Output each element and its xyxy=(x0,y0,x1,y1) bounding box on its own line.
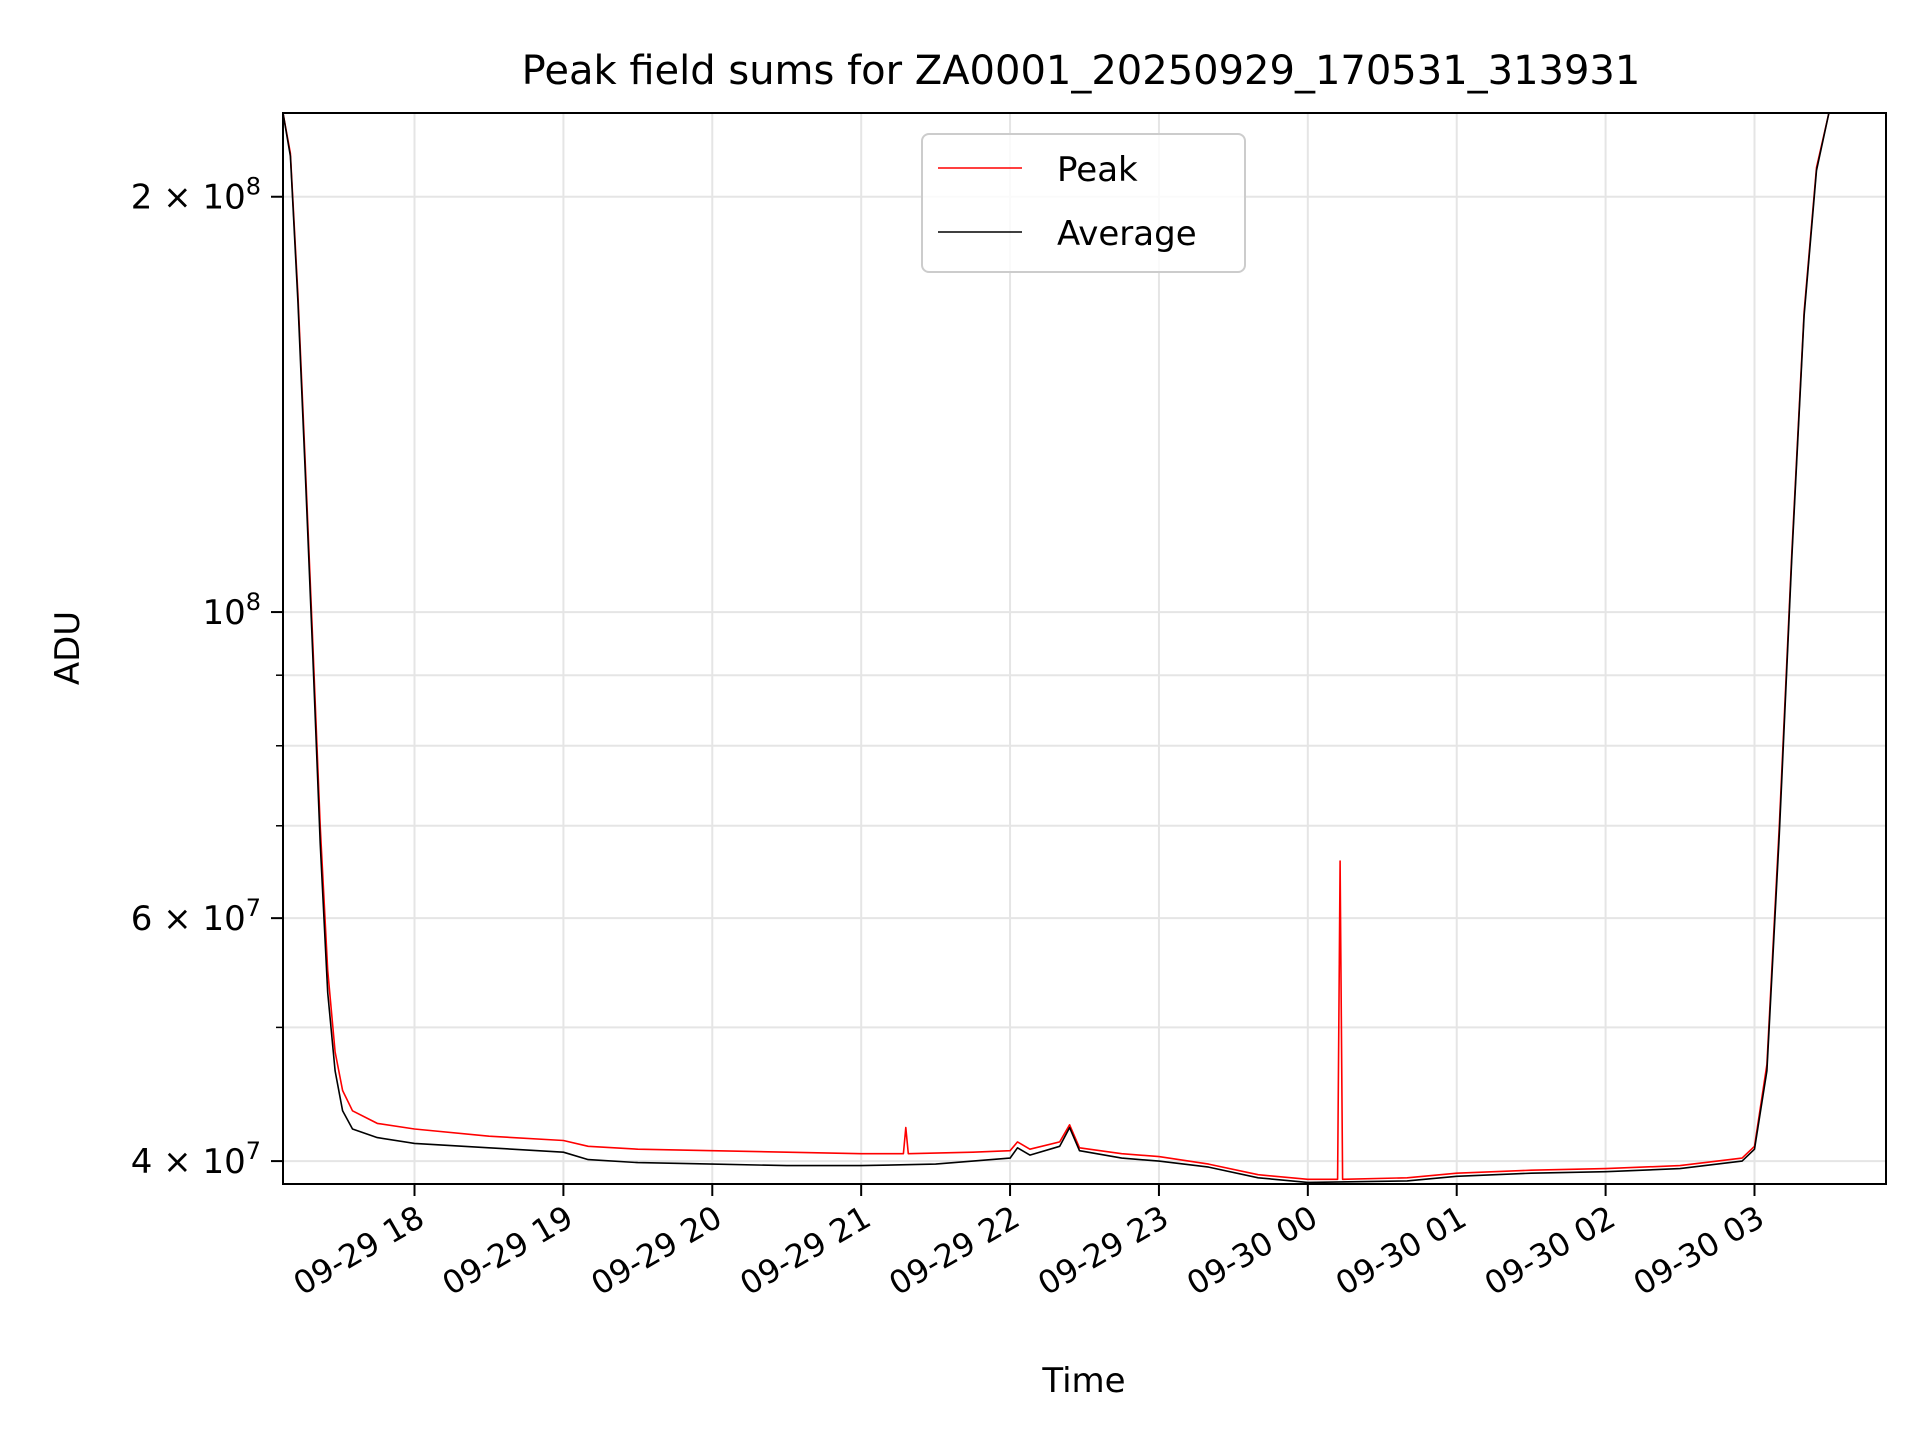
series-line-average xyxy=(283,113,1886,1184)
legend: Peak Average xyxy=(921,133,1246,273)
series-line-peak xyxy=(283,113,1886,1181)
plot-frame xyxy=(282,112,1887,1185)
y-axis-label: ADU xyxy=(48,611,88,685)
y-axis: 4 × 107 6 × 107 108 2 × 108 xyxy=(131,173,283,1182)
y-tick-label: 4 × 107 xyxy=(131,1137,261,1182)
x-axis-label: Time xyxy=(1041,1361,1125,1401)
y-tick-label: 108 xyxy=(202,588,261,633)
legend-label-peak: Peak xyxy=(1057,150,1138,190)
series-layer xyxy=(283,113,1886,1184)
y-tick-label: 2 × 108 xyxy=(131,173,261,218)
legend-label-average: Average xyxy=(1057,214,1197,254)
chart-title: Peak field sums for ZA0001_20250929_1705… xyxy=(522,48,1641,94)
grid xyxy=(283,113,1886,1184)
y-tick-label: 6 × 107 xyxy=(131,894,261,939)
